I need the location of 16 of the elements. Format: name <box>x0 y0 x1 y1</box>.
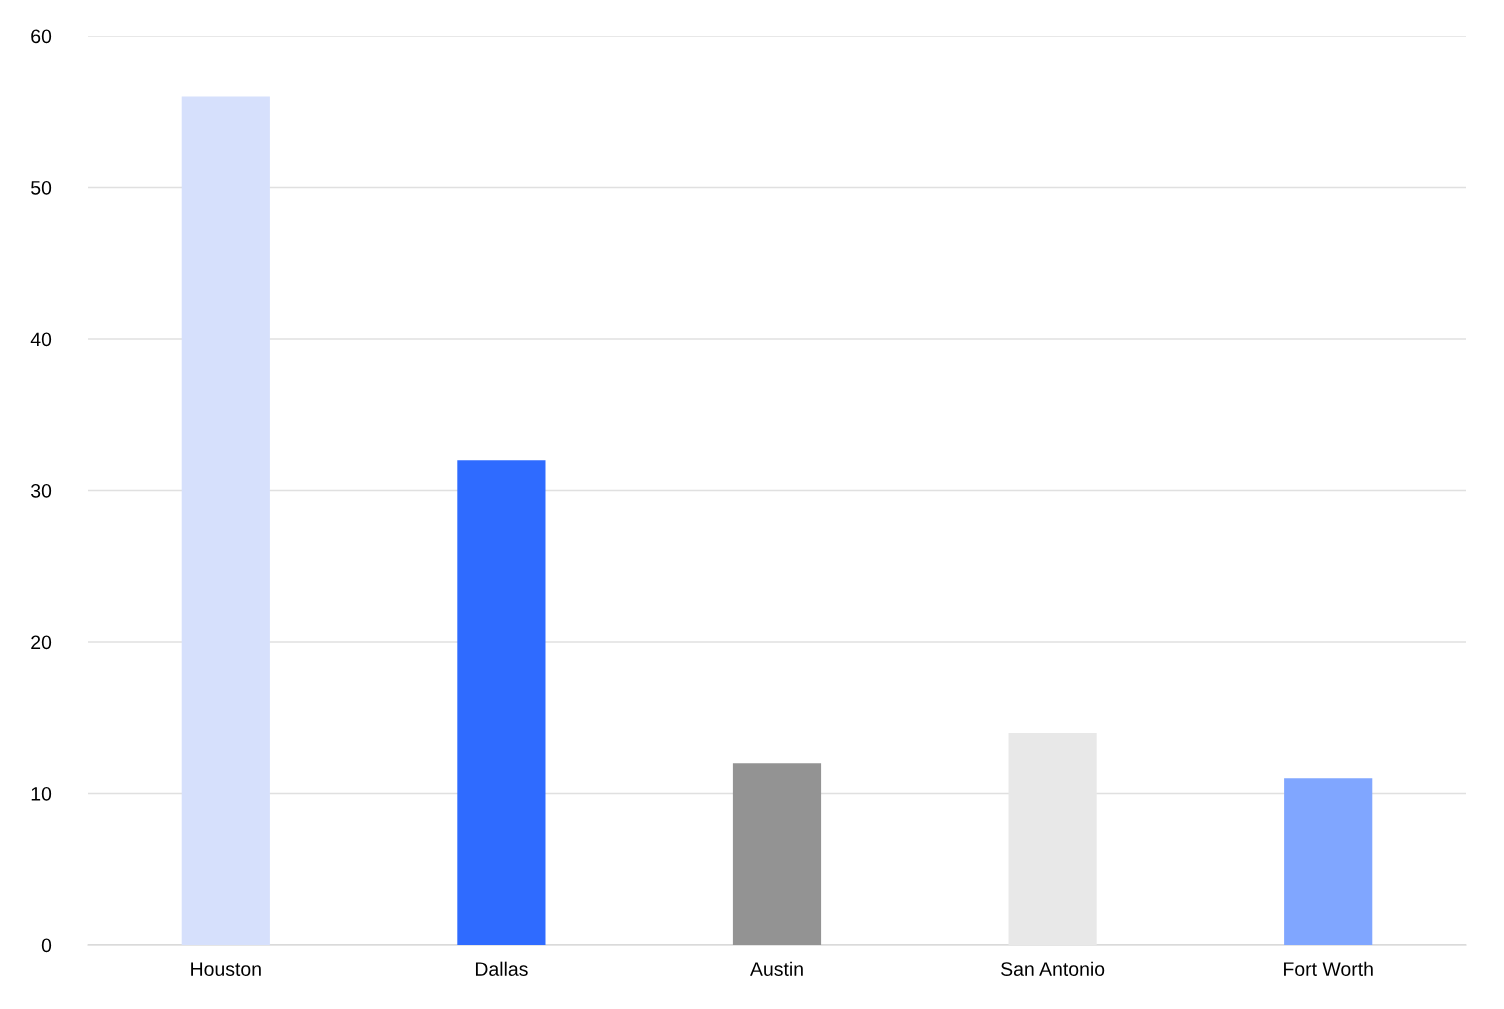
x-tick-label: Houston <box>191 962 261 976</box>
x-tick-label: Fort Worth <box>1284 961 1373 976</box>
y-tick-label: 40 <box>30 332 52 347</box>
y-tick-label: 20 <box>31 635 52 650</box>
bar <box>457 460 546 945</box>
x-tick-label: San Antonio <box>1001 961 1105 976</box>
x-tick-label: Dallas <box>475 961 528 976</box>
bar <box>181 96 270 945</box>
bar <box>1284 778 1373 945</box>
y-tick-label: 0 <box>41 938 52 953</box>
y-tick-label: 30 <box>31 483 52 498</box>
y-tick-label: 10 <box>31 786 52 801</box>
bar <box>732 763 822 945</box>
x-tick-label: Austin <box>750 961 803 976</box>
y-tick-label: 50 <box>31 180 52 195</box>
y-tick-label: 60 <box>31 29 52 44</box>
